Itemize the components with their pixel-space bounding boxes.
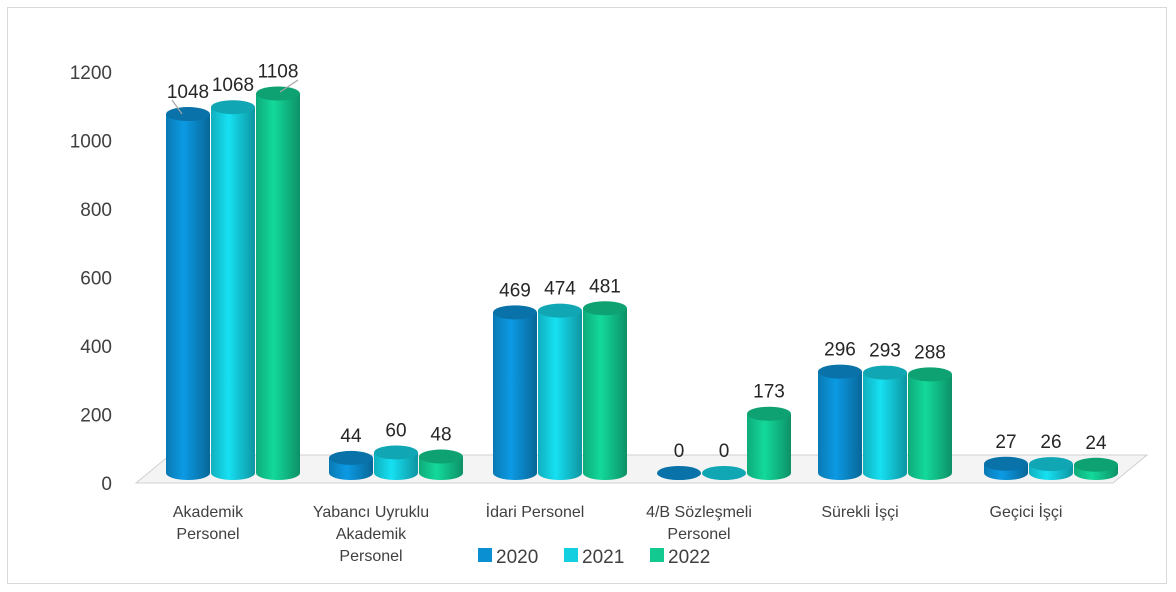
y-tick-label-0: 0 [101, 474, 112, 495]
x-category-label-4-b-sozlesmeli-personel: Personel [667, 526, 730, 543]
legend-label: 2021 [582, 547, 624, 568]
y-tick-label-1000: 1000 [70, 132, 112, 153]
y-tick-label-400: 400 [80, 337, 112, 358]
bar-yabanci-uyruklu-akademik-personel-2020 [329, 450, 373, 480]
data-label-gecici-i-sci-2021: 26 [1040, 432, 1061, 453]
leader-line [279, 79, 299, 93]
x-category-label-akademik-personel: Personel [176, 526, 239, 543]
x-category-label-yabanci-uyruklu-akademik-personel: Yabancı Uyruklu [313, 504, 429, 521]
legend-item-2021: 2021 [564, 547, 624, 568]
legend: 2020 2021 2022 [478, 547, 710, 568]
bar-surekli-i-sci-2022 [908, 367, 952, 480]
y-tick-label-1200: 1200 [70, 63, 112, 84]
x-category-label-4-b-sozlesmeli-personel: 4/B Sözleşmeli [646, 504, 752, 521]
bar-4-b-sozlesmeli-personel-2022 [747, 406, 791, 480]
data-label-akademik-personel-2020: 1048 [167, 82, 209, 103]
data-label-i-dari-personel-2022: 481 [589, 276, 621, 297]
bar-gecici-i-sci-2020 [984, 456, 1028, 480]
bar-4-b-sozlesmeli-personel-2020 [657, 466, 701, 480]
data-label-surekli-i-sci-2021: 293 [869, 341, 901, 362]
data-label-akademik-personel-2021: 1068 [212, 75, 254, 96]
legend-swatch [650, 548, 664, 562]
bar-i-dari-personel-2020 [493, 305, 537, 480]
data-label-i-dari-personel-2021: 474 [544, 279, 576, 300]
bar-4-b-sozlesmeli-personel-2021 [702, 466, 746, 480]
data-label-surekli-i-sci-2020: 296 [824, 340, 856, 361]
bar-yabanci-uyruklu-akademik-personel-2022 [419, 449, 463, 480]
data-label-yabanci-uyruklu-akademik-personel-2022: 48 [430, 425, 451, 446]
data-label-i-dari-personel-2020: 469 [499, 280, 531, 301]
bar-gecici-i-sci-2022 [1074, 457, 1118, 480]
data-label-4-b-sozlesmeli-personel-2022: 173 [753, 382, 785, 403]
bars [166, 86, 1118, 481]
legend-item-2022: 2022 [650, 547, 710, 568]
x-category-label-i-dari-personel: İdari Personel [486, 502, 585, 521]
data-label-akademik-personel-2022: 1108 [258, 62, 299, 83]
x-axis: Akademik Personel Yabancı Uyruklu Akademik P… [173, 502, 1063, 565]
bar-akademik-personel-2020 [166, 107, 210, 480]
x-category-label-akademik-personel: Akademik [173, 504, 244, 521]
data-label-surekli-i-sci-2022: 288 [914, 342, 946, 363]
data-label-4-b-sozlesmeli-personel-2021: 0 [719, 441, 730, 462]
y-tick-label-600: 600 [80, 269, 112, 290]
data-label-4-b-sozlesmeli-personel-2020: 0 [674, 441, 685, 462]
x-category-label-yabanci-uyruklu-akademik-personel: Personel [339, 548, 402, 565]
data-label-yabanci-uyruklu-akademik-personel-2021: 60 [385, 420, 406, 441]
x-category-label-gecici-i-sci: Geçici İşçi [990, 502, 1063, 521]
bar-akademik-personel-2022 [256, 86, 300, 480]
legend-item-2020: 2020 [478, 547, 538, 568]
x-category-label-surekli-i-sci: Sürekli İşçi [821, 502, 898, 521]
data-label-gecici-i-sci-2022: 24 [1085, 433, 1107, 454]
bar-surekli-i-sci-2021 [863, 365, 907, 480]
bar-i-dari-personel-2021 [538, 303, 582, 480]
bar-yabanci-uyruklu-akademik-personel-2021 [374, 445, 418, 480]
y-tick-label-200: 200 [80, 406, 112, 427]
legend-swatch [478, 548, 492, 562]
y-tick-label-800: 800 [80, 200, 112, 221]
y-axis: 0 200 400 600 800 1000 1200 [70, 63, 112, 495]
bar-akademik-personel-2021 [211, 100, 255, 481]
legend-label: 2020 [496, 547, 538, 568]
data-label-gecici-i-sci-2020: 27 [995, 432, 1016, 453]
legend-swatch [564, 548, 578, 562]
bar-surekli-i-sci-2020 [818, 364, 862, 480]
data-label-yabanci-uyruklu-akademik-personel-2020: 44 [340, 426, 362, 447]
legend-label: 2022 [668, 547, 710, 568]
x-category-label-yabanci-uyruklu-akademik-personel: Akademik [336, 526, 407, 543]
bar-gecici-i-sci-2021 [1029, 457, 1073, 480]
leader-line [171, 99, 183, 115]
bar-i-dari-personel-2022 [583, 301, 627, 480]
